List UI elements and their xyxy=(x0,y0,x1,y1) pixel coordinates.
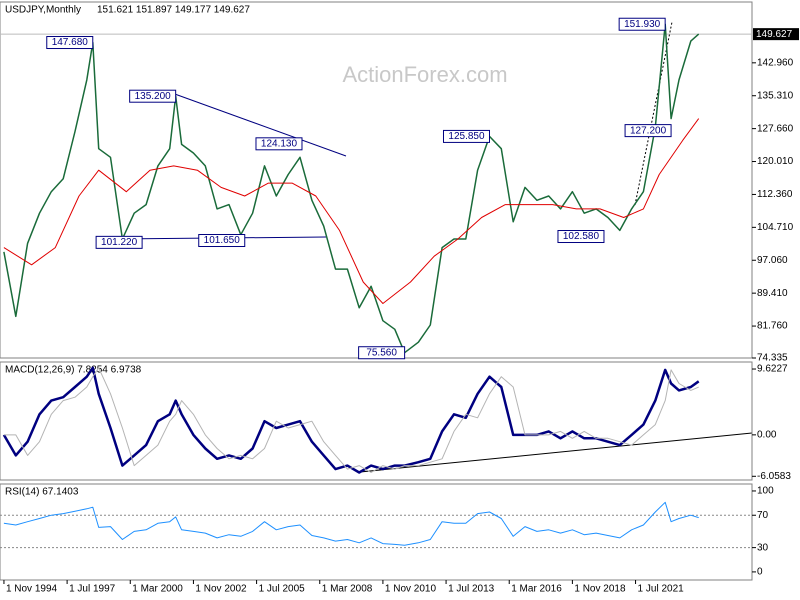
panel-frame xyxy=(0,361,753,481)
x-tick-label: 1 Nov 2002 xyxy=(195,584,247,595)
y-tick-label: -6.0583 xyxy=(757,471,791,482)
x-tick-label: 1 Nov 2018 xyxy=(574,584,626,595)
series-line xyxy=(3,501,699,546)
annotation-label: 125.850 xyxy=(448,131,485,142)
x-tick-label: 1 Jul 2013 xyxy=(448,584,495,595)
x-tick-label: 1 Nov 1994 xyxy=(6,584,58,595)
annotation-label: 102.580 xyxy=(563,231,600,242)
series-line xyxy=(3,367,699,473)
trend-line xyxy=(171,92,347,157)
annotation-box xyxy=(624,124,672,138)
y-tick-label: 112.360 xyxy=(757,189,793,200)
y-tick-label: 0 xyxy=(757,567,763,578)
y-tick-label: 81.760 xyxy=(757,321,788,332)
macd-title: MACD(12,26,9) 7.8254 6.9738 xyxy=(5,365,142,376)
annotation-label: 135.200 xyxy=(135,91,172,102)
y-tick-label: 9.6227 xyxy=(757,364,788,375)
x-tick-label: 1 Jul 2005 xyxy=(259,584,306,595)
annotation-label: 127.200 xyxy=(630,125,667,136)
annotation-box xyxy=(198,234,246,248)
y-tick-label: 0.00 xyxy=(757,429,777,440)
annotation-box xyxy=(129,89,177,103)
trend-line xyxy=(634,21,673,206)
annotation-label: 151.930 xyxy=(624,19,661,30)
y-tick-label: 74.335 xyxy=(757,353,788,364)
annotation-box xyxy=(618,17,666,31)
current-price-label: 149.627 xyxy=(756,29,793,40)
annotation-box xyxy=(557,230,605,244)
watermark: ActionForex.com xyxy=(342,62,507,87)
annotation-box xyxy=(255,137,303,151)
x-tick-label: 1 Mar 2000 xyxy=(132,584,183,595)
annotation-label: 75.560 xyxy=(366,347,397,358)
x-tick-label: 1 Mar 2008 xyxy=(322,584,373,595)
macd-trend-line xyxy=(359,432,753,473)
y-tick-label: 89.410 xyxy=(757,288,788,299)
x-tick-label: 1 Jul 2021 xyxy=(638,584,685,595)
y-tick-label: 120.010 xyxy=(757,156,794,167)
panel-frame xyxy=(0,483,753,581)
y-tick-label: 135.310 xyxy=(757,90,794,101)
x-tick-label: 1 Mar 2016 xyxy=(511,584,562,595)
annotation-box xyxy=(46,36,94,50)
ohlc-label: 151.621 151.897 149.177 149.627 xyxy=(97,5,250,16)
annotation-box xyxy=(358,346,406,360)
series-line xyxy=(2,366,700,474)
y-tick-label: 142.960 xyxy=(757,57,794,68)
current-price-box xyxy=(753,28,799,41)
annotation-box xyxy=(95,235,143,249)
chart-title: USDJPY,Monthly xyxy=(5,5,81,16)
annotation-label: 101.220 xyxy=(101,237,138,248)
y-tick-label: 100 xyxy=(757,486,774,497)
y-tick-label: 70 xyxy=(757,510,769,521)
annotation-label: 101.650 xyxy=(204,235,241,246)
y-tick-label: 97.060 xyxy=(757,255,788,266)
x-tick-label: 1 Jul 1997 xyxy=(69,584,116,595)
series-line xyxy=(3,118,700,304)
annotation-box xyxy=(442,129,490,143)
annotation-label: 147.680 xyxy=(52,37,89,48)
x-tick-label: 1 Nov 2010 xyxy=(385,584,437,595)
series-line xyxy=(3,23,700,354)
y-tick-label: 30 xyxy=(757,542,769,553)
y-tick-label: 104.710 xyxy=(757,222,794,233)
rsi-title: RSI(14) 67.1403 xyxy=(5,487,79,498)
y-tick-label: 127.660 xyxy=(757,123,794,134)
annotation-label: 124.130 xyxy=(261,138,298,149)
